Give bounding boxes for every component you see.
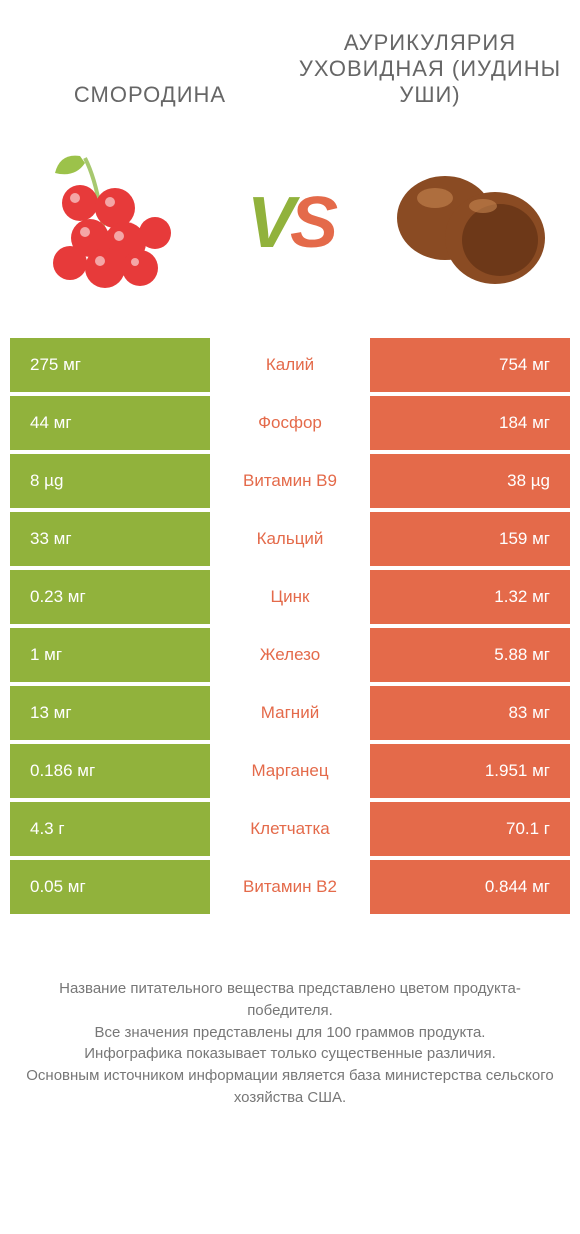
- nutrient-label: Цинк: [210, 570, 370, 624]
- table-row: 275 мгКалий754 мг: [10, 338, 570, 392]
- value-right: 159 мг: [370, 512, 570, 566]
- table-row: 8 µgВитамин B938 µg: [10, 454, 570, 508]
- value-right: 5.88 мг: [370, 628, 570, 682]
- table-row: 33 мгКальций159 мг: [10, 512, 570, 566]
- value-left: 13 мг: [10, 686, 210, 740]
- value-left: 0.05 мг: [10, 860, 210, 914]
- footer-line: Название питательного вещества представл…: [25, 978, 555, 1022]
- image-row: VS: [0, 118, 580, 338]
- value-right: 70.1 г: [370, 802, 570, 856]
- table-row: 1 мгЖелезо5.88 мг: [10, 628, 570, 682]
- header-left: СМОРОДИНА: [10, 82, 290, 108]
- footer-line: Инфографика показывает только существенн…: [25, 1043, 555, 1065]
- header-right: АУРИКУЛЯРИЯ УХОВИДНАЯ (ИУДИНЫ УШИ): [290, 30, 570, 108]
- table-row: 44 мгФосфор184 мг: [10, 396, 570, 450]
- footer-line: Все значения представлены для 100 граммо…: [25, 1022, 555, 1044]
- value-right: 1.951 мг: [370, 744, 570, 798]
- value-left: 275 мг: [10, 338, 210, 392]
- footer-line: Основным источником информации является …: [25, 1065, 555, 1109]
- nutrient-label: Витамин B2: [210, 860, 370, 914]
- value-left: 44 мг: [10, 396, 210, 450]
- nutrient-label: Кальций: [210, 512, 370, 566]
- nutrient-label: Витамин B9: [210, 454, 370, 508]
- value-right: 184 мг: [370, 396, 570, 450]
- mushroom-image: [380, 148, 560, 298]
- value-right: 38 µg: [370, 454, 570, 508]
- table-row: 0.186 мгМарганец1.951 мг: [10, 744, 570, 798]
- nutrient-label: Фосфор: [210, 396, 370, 450]
- value-left: 33 мг: [10, 512, 210, 566]
- value-left: 1 мг: [10, 628, 210, 682]
- nutrient-label: Клетчатка: [210, 802, 370, 856]
- value-left: 0.23 мг: [10, 570, 210, 624]
- value-right: 754 мг: [370, 338, 570, 392]
- value-left: 4.3 г: [10, 802, 210, 856]
- table-row: 0.05 мгВитамин B20.844 мг: [10, 860, 570, 914]
- vs-label: VS: [247, 182, 333, 264]
- table-row: 13 мгМагний83 мг: [10, 686, 570, 740]
- footer-notes: Название питательного вещества представл…: [0, 918, 580, 1109]
- vs-s: S: [290, 183, 333, 263]
- table-row: 4.3 гКлетчатка70.1 г: [10, 802, 570, 856]
- value-right: 83 мг: [370, 686, 570, 740]
- nutrient-label: Калий: [210, 338, 370, 392]
- currant-image: [20, 148, 200, 298]
- value-left: 0.186 мг: [10, 744, 210, 798]
- value-right: 0.844 мг: [370, 860, 570, 914]
- value-left: 8 µg: [10, 454, 210, 508]
- table-row: 0.23 мгЦинк1.32 мг: [10, 570, 570, 624]
- comparison-table: 275 мгКалий754 мг44 мгФосфор184 мг8 µgВи…: [0, 338, 580, 914]
- header: СМОРОДИНА АУРИКУЛЯРИЯ УХОВИДНАЯ (ИУДИНЫ …: [0, 0, 580, 118]
- nutrient-label: Марганец: [210, 744, 370, 798]
- vs-v: V: [247, 183, 290, 263]
- nutrient-label: Магний: [210, 686, 370, 740]
- nutrient-label: Железо: [210, 628, 370, 682]
- value-right: 1.32 мг: [370, 570, 570, 624]
